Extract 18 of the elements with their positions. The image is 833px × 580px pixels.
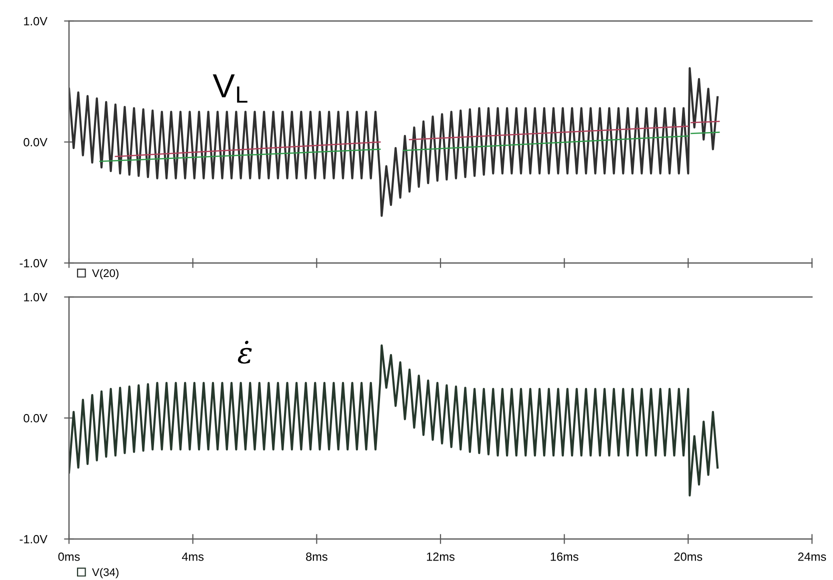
y-tick-label: 0.0V (24, 414, 48, 422)
x-tick-label: 8ms (306, 552, 328, 561)
x-tick-label: 12ms (426, 552, 455, 561)
line-series (69, 67, 719, 217)
x-tick-label: 0ms (58, 552, 80, 561)
x-tick-label: 24ms (798, 552, 826, 561)
legend-label: V(20) (92, 268, 118, 280)
legend-label: V(34) (92, 568, 118, 578)
y-tick-label: 1.0V (24, 17, 48, 26)
annotation: ε̇ (238, 340, 252, 364)
y-tick-label: 1.0V (24, 293, 48, 302)
x-tick-label: 16ms (550, 552, 578, 561)
y-tick-label: 0.0V (24, 138, 48, 146)
annotation: V$_{L}$ (212, 74, 248, 103)
x-tick-label: 4ms (182, 552, 204, 561)
y-tick-label: -1.0V (20, 535, 48, 544)
y-tick-label: -1.0V (20, 259, 48, 268)
x-tick-label: 20ms (674, 552, 702, 561)
